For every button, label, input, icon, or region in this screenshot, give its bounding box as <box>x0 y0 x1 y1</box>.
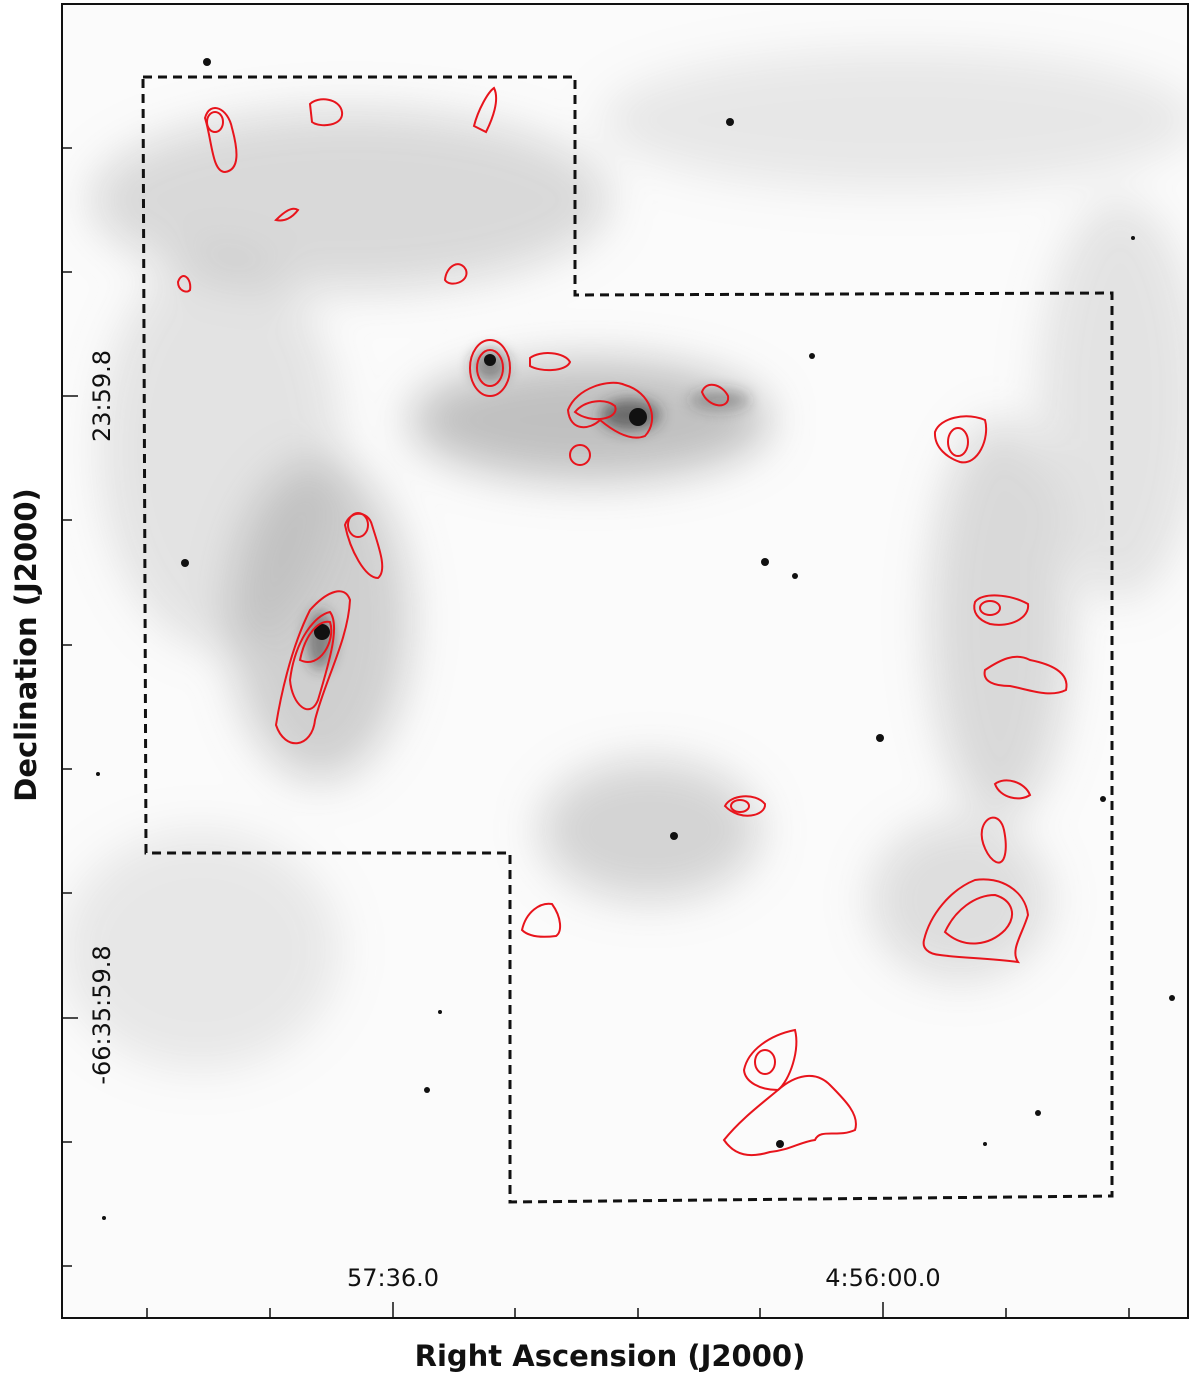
y-tick-label: 23:59.8 <box>88 350 116 442</box>
y-tick-label: -66:35:59.8 <box>88 945 116 1084</box>
x-axis-title: Right Ascension (J2000) <box>415 1339 806 1373</box>
x-tick-label: 4:56:00.0 <box>825 1264 940 1292</box>
contours <box>176 86 1068 1157</box>
field-outline <box>141 75 1114 1204</box>
plot-frame <box>61 3 1189 1319</box>
sky-image <box>62 4 1188 1318</box>
y-axis-title: Declination (J2000) <box>9 488 43 802</box>
x-tick-label: 57:36.0 <box>347 1264 439 1292</box>
tick-marks <box>62 147 1130 1318</box>
